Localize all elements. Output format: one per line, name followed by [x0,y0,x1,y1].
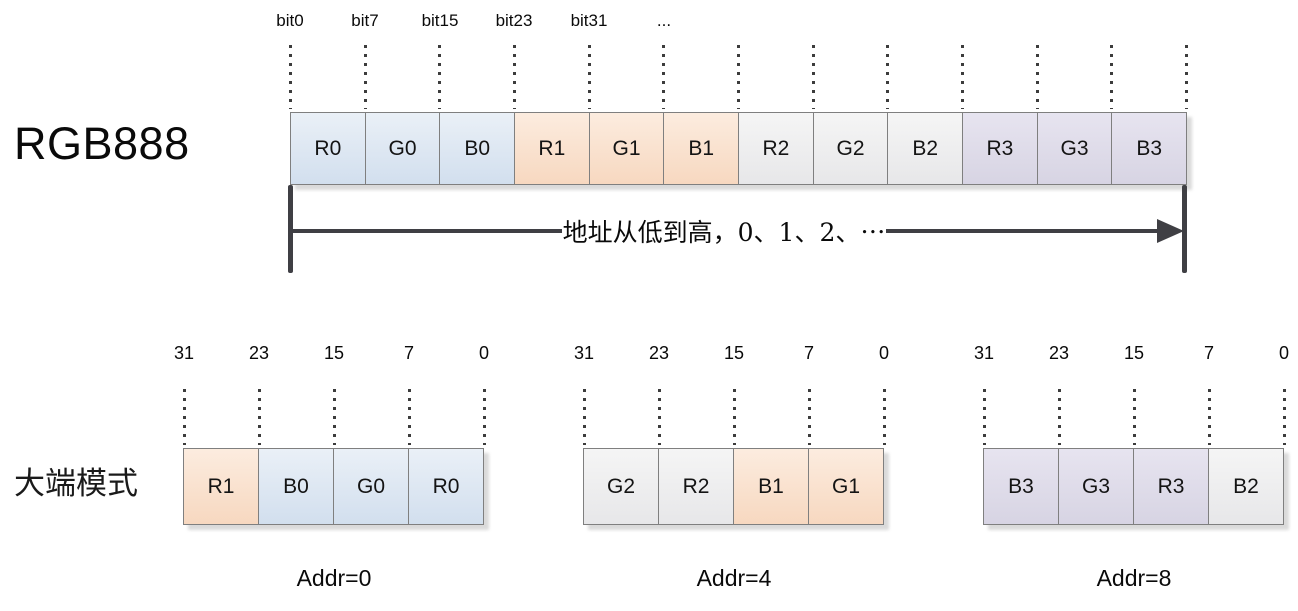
word0-bit-7: 7 [403,343,415,363]
byte-cell-g2: G2 [812,112,889,185]
byte-cell-b2: B2 [887,112,964,185]
dotted-guide [258,389,261,445]
right-arrowhead-icon [1157,219,1184,243]
word2-addr-label: Addr=8 [1096,565,1172,591]
word1-bit-7: 7 [803,343,815,363]
dotted-guide [983,389,986,445]
word1-bit-0: 0 [878,343,890,363]
word0-byte-r0: R0 [408,448,484,525]
bit-label-bit15: bit15 [421,11,459,30]
endian-mode-label: 大端模式 [14,466,138,502]
dotted-guide [483,389,486,445]
byte-cell-g1: G1 [588,112,665,185]
dotted-guide [883,389,886,445]
format-title: RGB888 [14,118,190,169]
dotted-guide [662,45,665,109]
dotted-guide [658,389,661,445]
word2-byte-r3: R3 [1133,448,1209,525]
dotted-guide [961,45,964,109]
word2-bit-7: 7 [1203,343,1215,363]
word1-row: G2 R2 B1 G1 [583,448,884,525]
arrow-line-left [291,229,562,233]
dotted-guide [733,389,736,445]
word0-addr-label: Addr=0 [296,565,372,591]
dotted-guide [289,45,292,109]
word0-byte-b0: B0 [258,448,334,525]
word0-byte-r1: R1 [183,448,259,525]
byte-sequence-row: R0 G0 B0 R1 G1 B1 R2 G2 B2 R3 G3 B3 [290,112,1188,185]
dotted-guide [408,389,411,445]
word0-byte-g0: G0 [333,448,409,525]
address-direction-arrow: 地址从低到高，0、1、2、⋯ [291,213,1184,249]
bit-label-bit7: bit7 [351,11,379,30]
dotted-guide [333,389,336,445]
dotted-guide [812,45,815,109]
word2-bit-15: 15 [1123,343,1145,363]
bit-label-bit23: bit23 [495,11,533,30]
word1-byte-g1: G1 [808,448,884,525]
dotted-guide [438,45,441,109]
word1-bit-23: 23 [648,343,670,363]
range-endpoint-right-bar [1182,185,1187,273]
dotted-guide [364,45,367,109]
word2-row: B3 G3 R3 B2 [983,448,1284,525]
word2-bit-0: 0 [1278,343,1290,363]
dotted-guide [1058,389,1061,445]
dotted-guide [588,45,591,109]
dotted-guide [1283,389,1286,445]
byte-cell-r2: R2 [738,112,814,185]
byte-cell-g3: G3 [1036,112,1113,185]
byte-cell-r3: R3 [962,112,1038,185]
dotted-guide [1036,45,1039,109]
word1-bit-15: 15 [723,343,745,363]
byte-cell-b0: B0 [439,112,516,185]
dotted-guide [183,389,186,445]
dotted-guide [886,45,889,109]
bit-label-bit31: bit31 [570,11,608,30]
word0-bit-15: 15 [323,343,345,363]
dotted-guide [1208,389,1211,445]
word1-byte-b1: B1 [733,448,809,525]
word0-bit-0: 0 [478,343,490,363]
word2-byte-b3: B3 [983,448,1059,525]
bit-label-bit0: bit0 [276,11,304,30]
word1-bit-31: 31 [573,343,595,363]
dotted-guide [1110,45,1113,109]
dotted-guide [1133,389,1136,445]
word2-byte-g3: G3 [1058,448,1134,525]
byte-cell-g0: G0 [364,112,441,185]
address-direction-text: 地址从低到高，0、1、2、⋯ [562,218,886,247]
dotted-guide [1185,45,1188,109]
dotted-guide [808,389,811,445]
byte-cell-r0: R0 [290,112,366,185]
dotted-guide [513,45,516,109]
word2-bit-31: 31 [973,343,995,363]
byte-cell-b3: B3 [1111,112,1188,185]
byte-cell-b1: B1 [663,112,740,185]
word1-byte-g2: G2 [583,448,659,525]
word0-bit-23: 23 [248,343,270,363]
word1-byte-r2: R2 [658,448,734,525]
word2-bit-23: 23 [1048,343,1070,363]
arrow-line-right [886,229,1157,233]
word0-bit-31: 31 [173,343,195,363]
byte-cell-r1: R1 [514,112,590,185]
word2-byte-b2: B2 [1208,448,1284,525]
range-endpoint-left-bar [288,185,293,273]
dotted-guide [583,389,586,445]
word0-row: R1 B0 G0 R0 [183,448,484,525]
word1-addr-label: Addr=4 [696,565,772,591]
bit-label-ellipsis: ... [656,11,672,30]
dotted-guide [737,45,740,109]
